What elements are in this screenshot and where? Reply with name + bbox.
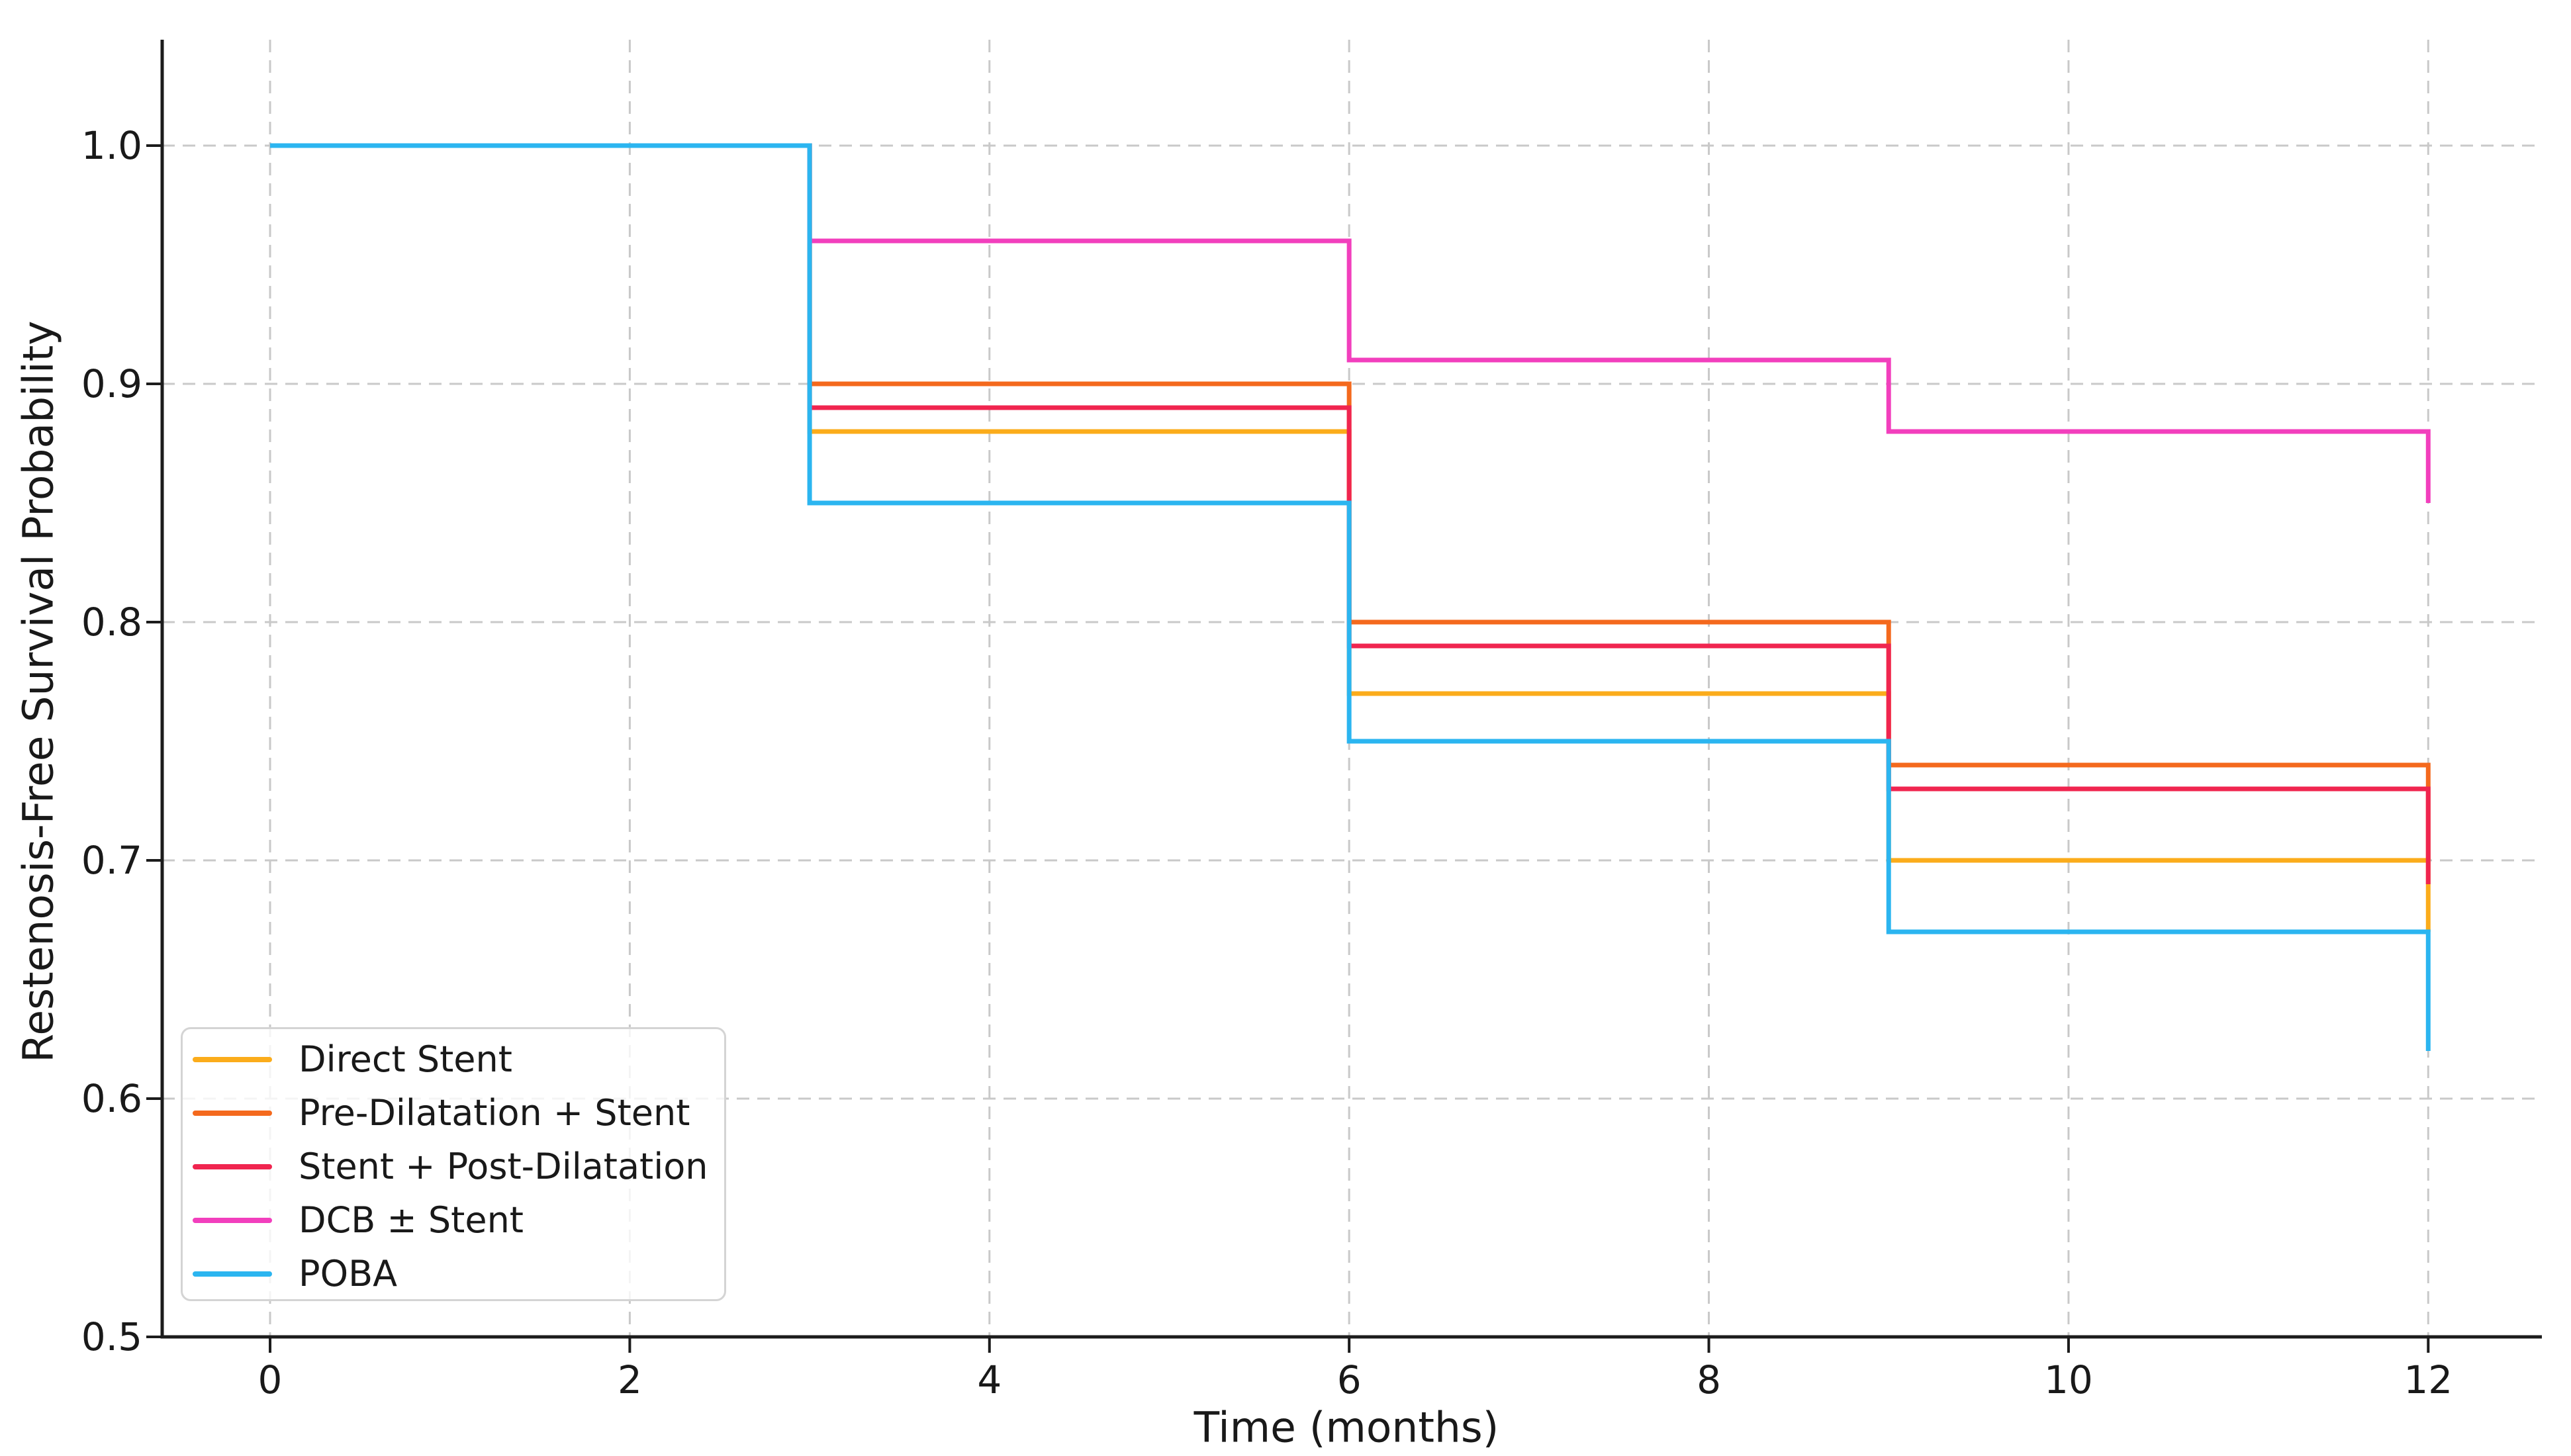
y-tick-label: 0.9: [81, 361, 142, 406]
y-tick-label: 0.7: [81, 838, 142, 883]
x-tick-label: 2: [618, 1357, 642, 1402]
legend: Direct Stent Pre-Dilatation + Stent Stent …: [181, 1027, 726, 1301]
legend-label: Stent + Post-Dilatation: [299, 1146, 708, 1187]
legend-label: Direct Stent: [299, 1038, 512, 1080]
legend-swatch: [193, 1271, 272, 1277]
x-tick-label: 0: [258, 1357, 283, 1402]
y-axis-title: Restenosis-Free Survival Probability: [14, 320, 63, 1063]
y-tick-label: 0.8: [81, 600, 142, 645]
y-tick-label: 0.6: [81, 1076, 142, 1121]
legend-item-dcb-stent: DCB ± Stent: [193, 1193, 724, 1247]
legend-label: DCB ± Stent: [299, 1199, 524, 1241]
legend-swatch: [193, 1110, 272, 1116]
legend-swatch: [193, 1056, 272, 1062]
x-tick-label: 12: [2404, 1357, 2453, 1402]
y-tick-label: 0.5: [81, 1314, 142, 1359]
y-tick-label: 1.0: [81, 123, 142, 168]
x-tick-label: 6: [1337, 1357, 1362, 1402]
x-tick-label: 10: [2044, 1357, 2093, 1402]
legend-label: Pre-Dilatation + Stent: [299, 1092, 690, 1134]
legend-swatch: [193, 1163, 272, 1169]
legend-label: POBA: [299, 1253, 398, 1295]
legend-item-poba: POBA: [193, 1247, 724, 1300]
legend-swatch: [193, 1217, 272, 1223]
x-tick-label: 4: [977, 1357, 1002, 1402]
legend-item-direct-stent: Direct Stent: [193, 1032, 724, 1086]
legend-item-stent-post-dilatation: Stent + Post-Dilatation: [193, 1140, 724, 1193]
x-tick-label: 8: [1697, 1357, 1721, 1402]
legend-item-pre-dilatation-stent: Pre-Dilatation + Stent: [193, 1086, 724, 1140]
series-line-poba: [270, 143, 2431, 1051]
x-axis-title: Time (months): [1193, 1403, 1499, 1452]
